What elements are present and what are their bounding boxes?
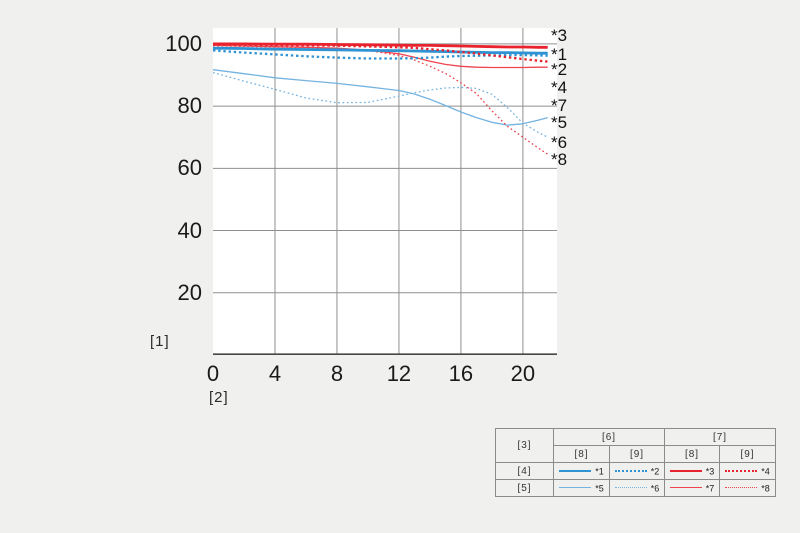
legend-entry: *7 [664,479,720,497]
curve-label: *3 [551,26,568,45]
x-tick-label: 0 [206,361,220,386]
x-tick-label: 4 [268,361,282,386]
curve-label: *7 [551,96,568,115]
legend-entry: *8 [719,479,776,497]
series-6 [213,71,548,138]
curve-label: *2 [551,60,568,79]
legend-sub-header: [9] [609,445,665,463]
x-tick-label: 12 [386,361,412,386]
y-tick-label: 80 [177,93,202,119]
x-tick-label: 8 [330,361,344,386]
legend-entry-label: *2 [650,465,660,476]
line-swatch [559,487,592,489]
line-swatch [559,469,592,472]
legend-entry-label: *4 [761,465,770,476]
legend-row-label: [4] [495,462,554,480]
legend-entry-label: *7 [705,482,715,493]
legend-table: [3] [6] [7] [8] [9] [8] [9] [4] *1 *2 *3… [495,428,776,497]
y-tick-label: 40 [177,217,202,243]
series-5 [213,69,548,126]
line-swatch [725,469,758,472]
legend-group-header: [7] [664,428,776,446]
legend-sub-header: [8] [553,445,610,463]
y-tick-label: 20 [177,279,202,305]
y-tick-label: 100 [165,30,202,56]
legend-group-header: [6] [553,428,665,446]
x-tick-label: 20 [510,361,536,386]
legend-entry: *6 [609,479,665,497]
legend-entry: *5 [553,479,610,497]
legend-row-label: [5] [495,479,554,497]
legend-sub-header: [8] [664,445,720,463]
legend-entry: *2 [609,462,665,480]
y-tick-label: 60 [177,155,202,181]
line-swatch [614,469,647,472]
line-swatch [614,487,647,489]
curve-label: *5 [551,113,568,132]
series-7 [213,44,548,69]
y-axis-label: [1] [150,333,170,350]
legend-entry: *4 [719,462,776,480]
x-tick-label: 16 [448,361,474,386]
mtf-curves [213,28,557,355]
legend-sub-header: [9] [719,445,776,463]
legend-entry-label: *3 [705,465,715,476]
legend-entry: *1 [553,462,610,480]
legend-entry-label: *5 [595,482,604,493]
series-3 [213,42,548,49]
line-swatch [725,487,758,489]
x-axis-label: [2] [209,389,229,406]
series-8 [213,45,549,155]
legend-entry: *3 [664,462,720,480]
curve-label: *1 [551,45,568,64]
legend-corner-label: [3] [495,428,554,463]
legend-entry-label: *1 [595,465,604,476]
curve-label: *4 [551,78,568,97]
curve-label: *6 [551,133,568,152]
curve-label: *8 [551,150,568,169]
line-swatch [669,487,702,489]
series-1 [213,46,548,55]
legend-entry-label: *6 [650,482,660,493]
line-swatch [669,469,702,472]
legend-entry-label: *8 [761,482,770,493]
plot-area [213,28,557,355]
